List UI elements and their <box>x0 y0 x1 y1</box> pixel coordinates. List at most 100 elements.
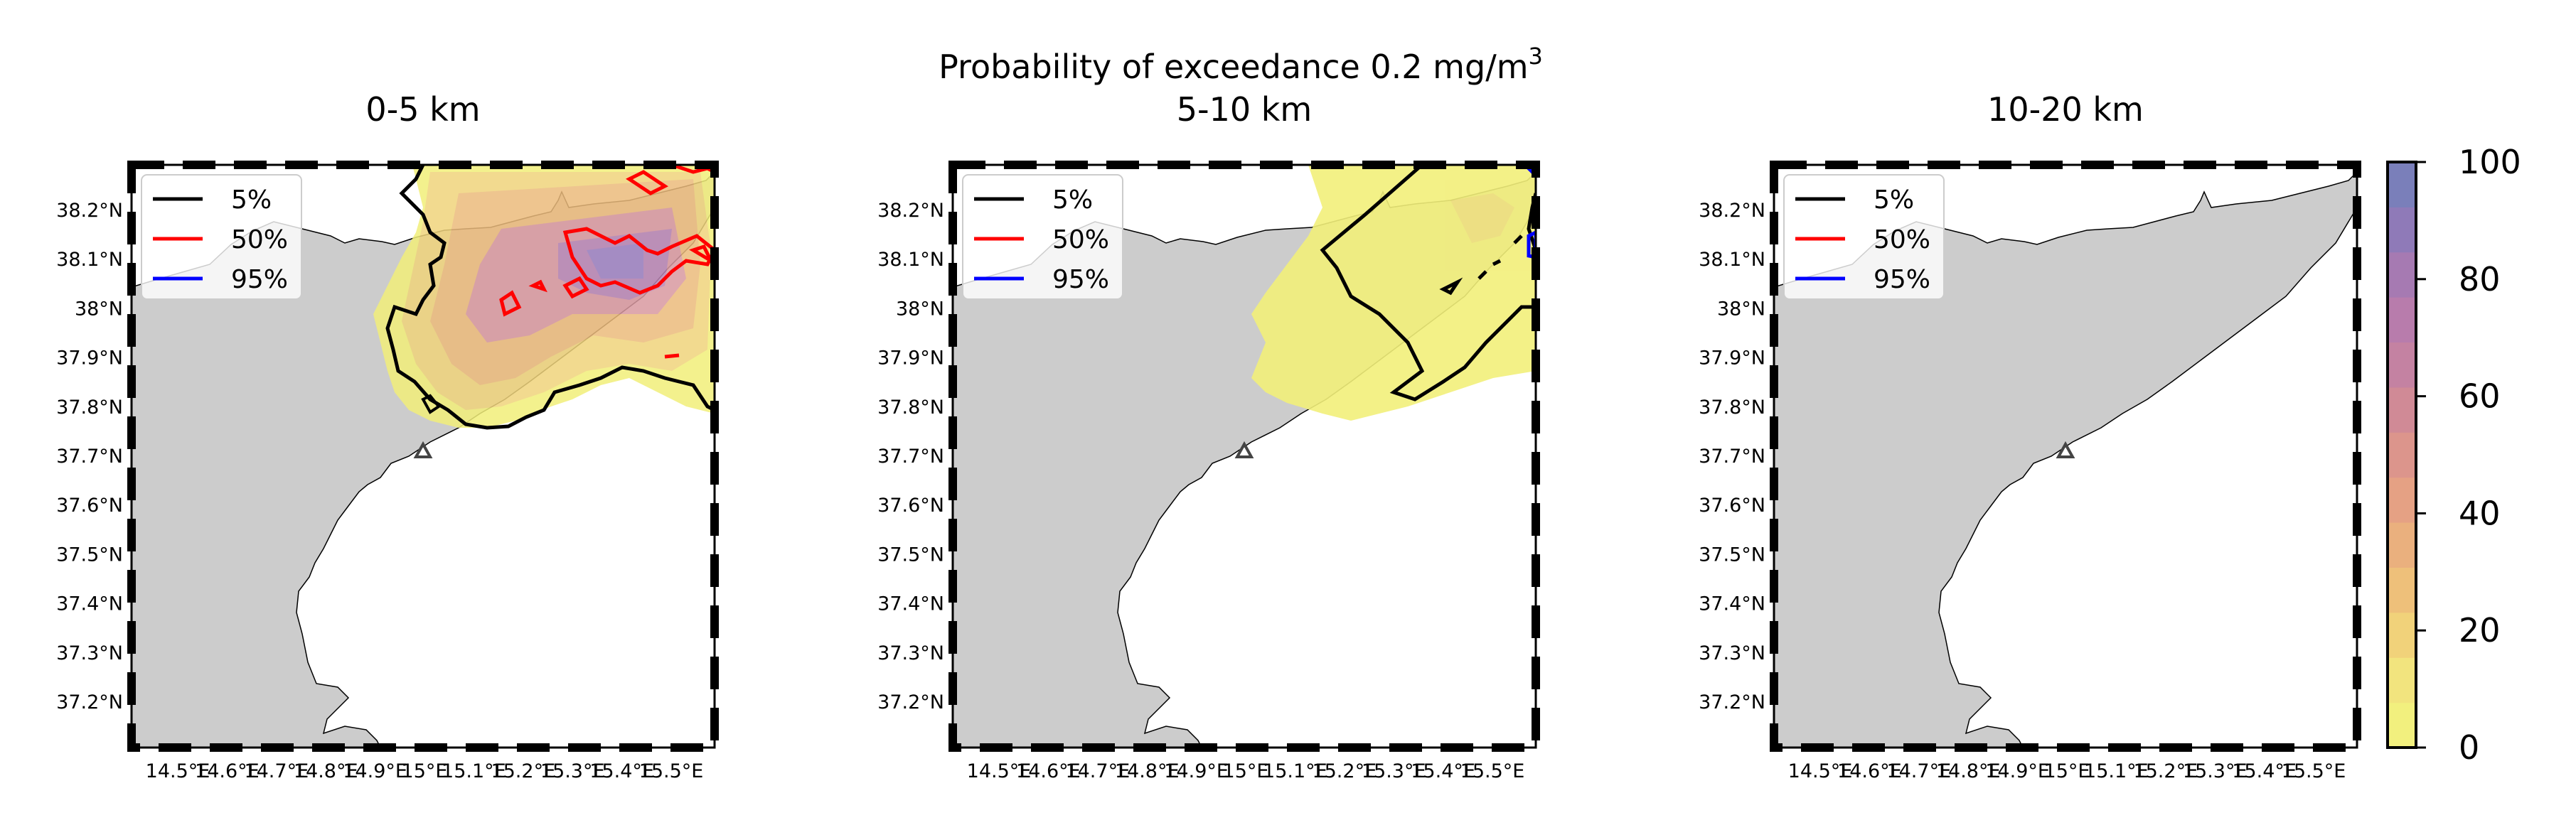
x-tick-label: 14.9°E <box>1985 760 2050 782</box>
panel-title-0-5km: 0-5 km <box>365 90 480 129</box>
x-tick-label: 14.7°E <box>1886 760 1951 782</box>
x-tick-label: 15.5°E <box>2282 760 2346 782</box>
y-tick-label: 37.2°N <box>877 691 944 713</box>
x-tick-label: 15.2°E <box>1312 760 1377 782</box>
x-tick-label: 15.1°E <box>2084 760 2149 782</box>
x-tick-label: 14.5°E <box>146 760 210 782</box>
y-tick-label: 37.5°N <box>1699 544 1765 566</box>
y-tick-label: 37.6°N <box>1699 495 1765 517</box>
y-tick-label: 37.5°N <box>877 544 944 566</box>
x-tick-label: 15°E <box>402 760 448 782</box>
x-tick-label: 14.9°E <box>1164 760 1229 782</box>
x-tick-label: 14.8°E <box>1936 760 2001 782</box>
y-tick-label: 38.1°N <box>877 249 944 271</box>
colorbar-tick-label: 40 <box>2459 494 2501 532</box>
x-tick-label: 15.4°E <box>2232 760 2297 782</box>
x-tick-label: 15.4°E <box>589 760 654 782</box>
axis-ticks: 38.2°N 38.1°N 38°N 37.9°N 37.8°N 37.7°N 37.6°N… <box>56 200 2346 782</box>
x-tick-label: 15°E <box>2044 760 2090 782</box>
y-tick-label: 38.2°N <box>1699 200 1765 222</box>
colorbar-band <box>2388 252 2416 298</box>
triangle-icon <box>1234 441 1254 458</box>
colorbar-band <box>2388 522 2416 568</box>
y-tick-label: 38.2°N <box>56 200 123 222</box>
x-tick-label: 14.6°E <box>1016 760 1081 782</box>
x-tick-label: 15.5°E <box>639 760 704 782</box>
y-tick-label: 38°N <box>75 298 123 320</box>
y-tick-label: 37.4°N <box>877 593 944 615</box>
y-tick-label: 37.8°N <box>877 397 944 419</box>
x-tick-label: 14.6°E <box>195 760 260 782</box>
y-tick-label: 38°N <box>1717 298 1765 320</box>
x-tick-label: 15.3°E <box>1362 760 1426 782</box>
map-panel-0-5km: 5% 50% 95% <box>127 161 719 752</box>
colorbar-tick-label: 60 <box>2459 377 2501 416</box>
colorbar-band <box>2388 162 2416 207</box>
probability-field <box>373 165 715 428</box>
legend-label-5pct: 5% <box>231 185 272 215</box>
y-tick-label: 37.3°N <box>56 642 123 664</box>
y-tick-label: 38°N <box>896 298 944 320</box>
triangle-icon <box>2056 441 2075 458</box>
y-tick-label: 37.8°N <box>56 397 123 419</box>
x-tick-label: 14.5°E <box>1788 760 1853 782</box>
x-tick-label: 14.5°E <box>967 760 1032 782</box>
x-tick-label: 14.9°E <box>343 760 407 782</box>
x-tick-label: 15°E <box>1223 760 1269 782</box>
x-tick-label: 15.1°E <box>442 760 506 782</box>
y-tick-label: 37.3°N <box>1699 642 1765 664</box>
colorbar: 0 20 40 60 80 100 <box>2386 143 2521 767</box>
x-tick-label: 14.8°E <box>1115 760 1180 782</box>
colorbar-band <box>2388 387 2416 433</box>
colorbar-band <box>2388 342 2416 388</box>
y-tick-label: 37.2°N <box>1699 691 1765 713</box>
x-tick-label: 15.2°E <box>491 760 555 782</box>
colorbar-tick-label: 20 <box>2459 611 2501 649</box>
colorbar-band <box>2388 477 2416 523</box>
y-tick-label: 37.9°N <box>56 347 123 370</box>
colorbar-band <box>2388 207 2416 253</box>
legend: 5% 50% 95% <box>962 174 1123 300</box>
contour-5pct <box>385 165 715 430</box>
legend: 5% 50% 95% <box>1783 174 1945 300</box>
legend-label-95pct: 95% <box>1874 265 1930 294</box>
x-tick-label: 14.7°E <box>1065 760 1130 782</box>
y-tick-label: 38.1°N <box>56 249 123 271</box>
legend: 5% 50% 95% <box>141 174 302 300</box>
y-tick-label: 37.7°N <box>877 446 944 468</box>
y-tick-label: 38.2°N <box>877 200 944 222</box>
legend-label-50pct: 50% <box>231 225 288 254</box>
triangle-icon <box>413 441 433 458</box>
figure-title: Probability of exceedance 0.2 mg/m3 <box>939 43 1543 86</box>
colorbar-tick-label: 0 <box>2459 728 2479 767</box>
y-tick-label: 37.6°N <box>877 495 944 517</box>
panel-title-10-20km: 10-20 km <box>1987 90 2144 129</box>
x-tick-label: 15.5°E <box>1460 760 1525 782</box>
y-tick-label: 37.9°N <box>877 347 944 370</box>
y-tick-label: 37.6°N <box>56 495 123 517</box>
x-tick-label: 14.6°E <box>1837 760 1902 782</box>
y-tick-label: 37.2°N <box>56 691 123 713</box>
x-tick-label: 15.1°E <box>1263 760 1327 782</box>
legend-label-95pct: 95% <box>231 265 288 294</box>
y-tick-label: 37.9°N <box>1699 347 1765 370</box>
x-tick-label: 14.8°E <box>294 760 358 782</box>
legend-label-95pct: 95% <box>1052 265 1109 294</box>
y-tick-label: 37.3°N <box>877 642 944 664</box>
map-panel-5-10km: 5% 50% 95% <box>948 161 1540 752</box>
colorbar-band <box>2388 612 2416 658</box>
x-tick-label: 14.7°E <box>244 760 309 782</box>
colorbar-tick-label: 80 <box>2459 260 2501 298</box>
x-tick-label: 15.2°E <box>2133 760 2198 782</box>
y-tick-label: 37.4°N <box>1699 593 1765 615</box>
x-tick-label: 15.4°E <box>1411 760 1475 782</box>
legend-label-5pct: 5% <box>1874 185 1914 215</box>
y-tick-label: 37.4°N <box>56 593 123 615</box>
colorbar-band <box>2388 657 2416 703</box>
contour-50pct <box>499 165 715 359</box>
y-tick-label: 38.1°N <box>1699 249 1765 271</box>
colorbar-band <box>2388 702 2416 748</box>
colorbar-band <box>2388 567 2416 613</box>
map-panel-10-20km: 5% 50% 95% <box>1770 161 2361 752</box>
